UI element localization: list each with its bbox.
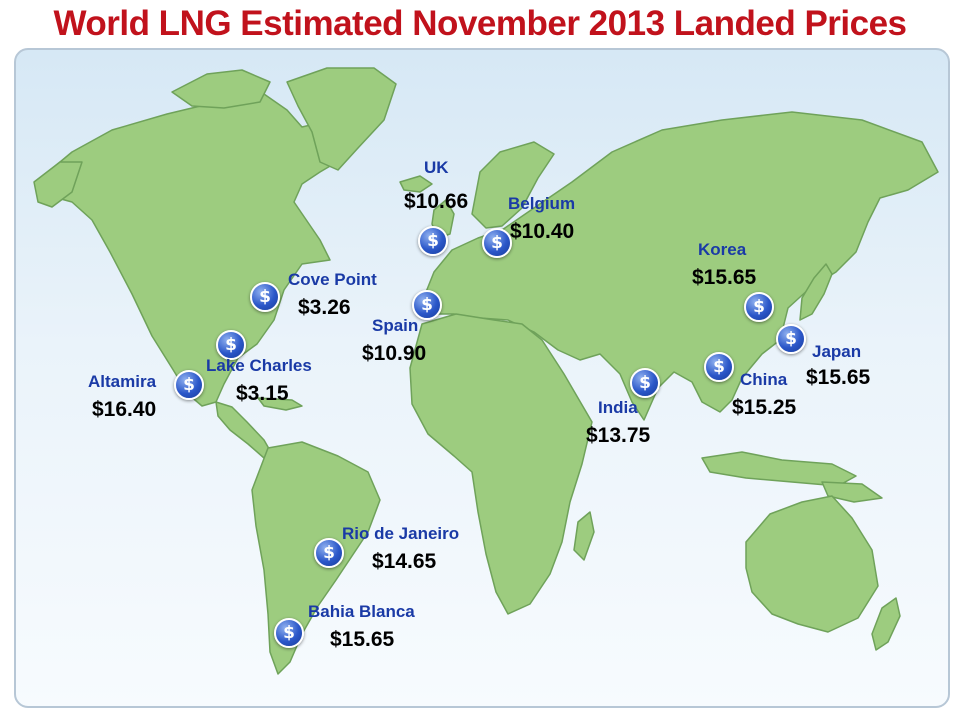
alaska-landmass — [33, 161, 83, 208]
india-dollar-icon[interactable]: $ — [630, 368, 660, 398]
rio-de-janeiro-dollar-icon[interactable]: $ — [314, 538, 344, 568]
india-price: $13.75 — [586, 424, 651, 447]
australia-landmass — [745, 495, 879, 633]
uk-label: UK — [424, 158, 449, 177]
new-guinea-landmass — [821, 481, 883, 503]
spain-price: $10.90 — [362, 342, 427, 365]
altamira-dollar-icon[interactable]: $ — [174, 370, 204, 400]
rio-de-janeiro-label: Rio de Janeiro — [342, 524, 460, 543]
north-america-landmass — [41, 93, 348, 407]
africa-landmass — [409, 313, 593, 615]
altamira-label: Altamira — [88, 372, 157, 391]
belgium-label: Belgium — [508, 194, 576, 213]
china-price: $15.25 — [732, 396, 797, 419]
central-america-landmass — [215, 401, 273, 459]
cove-point-label: Cove Point — [288, 270, 377, 289]
madagascar-landmass — [573, 511, 595, 561]
belgium-price: $10.40 — [510, 220, 575, 243]
scandinavia-landmass — [471, 141, 555, 229]
bahia-blanca-label: Bahia Blanca — [308, 602, 415, 621]
japan-label: Japan — [812, 342, 862, 361]
japan-landmass — [799, 263, 833, 321]
spain-dollar-icon[interactable]: $ — [412, 290, 442, 320]
uk-dollar-icon[interactable]: $ — [418, 226, 448, 256]
india-label: India — [598, 398, 638, 417]
bahia-blanca-dollar-icon[interactable]: $ — [274, 618, 304, 648]
lake-charles-price: $3.15 — [236, 382, 289, 405]
korea-label: Korea — [698, 240, 747, 259]
lake-charles-label: Lake Charles — [206, 356, 312, 375]
world-map: $ $ $ $ $ $ $ $ $ $ $ $ UK $10.66 Belgiu… — [14, 48, 950, 708]
uk-price: $10.66 — [404, 190, 469, 213]
page-title: World LNG Estimated November 2013 Landed… — [53, 4, 907, 43]
japan-dollar-icon[interactable]: $ — [776, 324, 806, 354]
china-label: China — [740, 370, 788, 389]
new-zealand-landmass — [871, 597, 901, 651]
iceland-landmass — [399, 175, 433, 193]
greenland-landmass — [286, 67, 397, 171]
china-dollar-icon[interactable]: $ — [704, 352, 734, 382]
cove-point-dollar-icon[interactable]: $ — [250, 282, 280, 312]
korea-dollar-icon[interactable]: $ — [744, 292, 774, 322]
cove-point-price: $3.26 — [298, 296, 351, 319]
rio-de-janeiro-price: $14.65 — [372, 550, 437, 573]
japan-price: $15.65 — [806, 366, 871, 389]
bahia-blanca-price: $15.65 — [330, 628, 395, 651]
indonesia-landmass — [701, 451, 857, 487]
arctic-islands-landmass — [171, 69, 271, 109]
altamira-price: $16.40 — [92, 398, 157, 421]
lake-charles-dollar-icon[interactable]: $ — [216, 330, 246, 360]
spain-label: Spain — [372, 316, 419, 335]
korea-price: $15.65 — [692, 266, 757, 289]
eurasia-landmass — [421, 111, 939, 421]
caribbean-landmass — [257, 397, 303, 411]
belgium-dollar-icon[interactable]: $ — [482, 228, 512, 258]
